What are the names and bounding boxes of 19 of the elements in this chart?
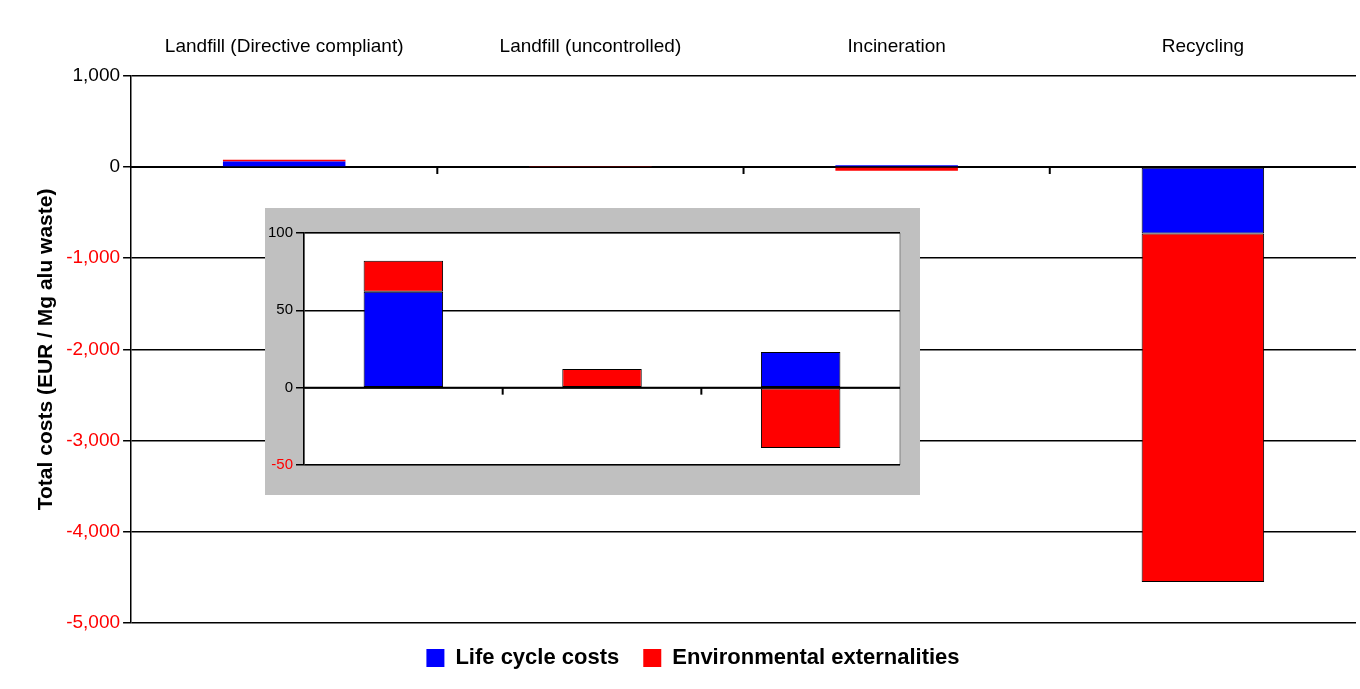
y-tick-label: 0 [284, 377, 294, 395]
legend-label: Environmental externalities [672, 644, 960, 670]
y-tick-label: 0 [109, 155, 121, 177]
x-tick-label: Landfill (uncontrolled) [499, 34, 682, 56]
y-tick-label: -3,000 [66, 428, 121, 450]
legend-label: Life cycle costs [455, 644, 620, 670]
y-tick-label: -1,000 [66, 246, 121, 268]
y-tick-label: 100 [268, 223, 294, 241]
y-tick-label: -50 [271, 455, 294, 473]
y-tick-label: -5,000 [66, 611, 121, 633]
y-axis-title: Total costs (EUR / Mg alu waste) [33, 188, 57, 511]
y-tick-label: 50 [276, 300, 294, 318]
y-tick-label: -4,000 [66, 520, 121, 542]
y-tick-label: 1,000 [72, 64, 121, 86]
x-tick-label: Incineration [847, 34, 946, 56]
x-tick-label: Recycling [1161, 34, 1245, 56]
x-tick-label: Landfill (Directive compliant) [164, 34, 404, 56]
bar [835, 167, 958, 171]
y-tick-label: -2,000 [66, 337, 121, 359]
